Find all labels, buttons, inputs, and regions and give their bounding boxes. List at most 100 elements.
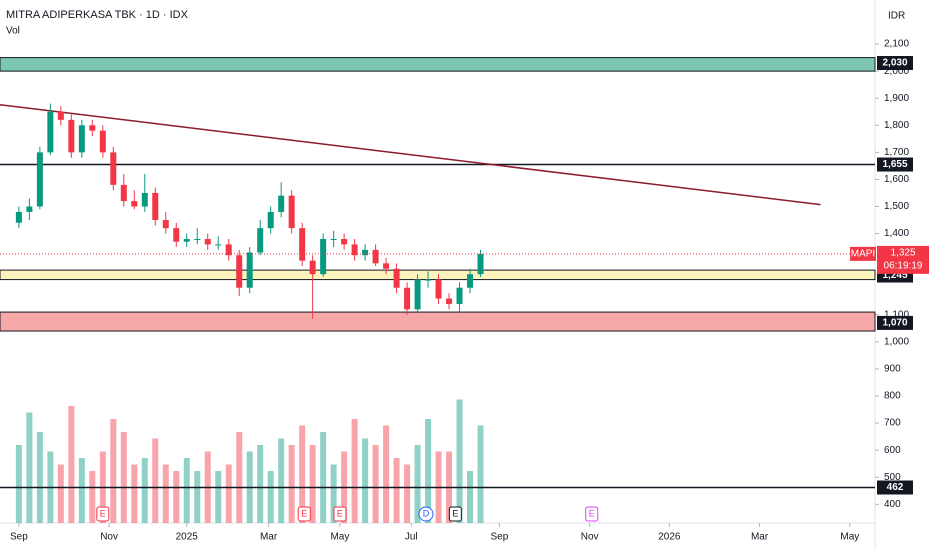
candle-body — [47, 111, 54, 153]
y-tick-label: 900 — [884, 364, 901, 375]
x-tick-label: Sep — [10, 532, 28, 543]
volume-bar — [152, 438, 159, 523]
y-tick-label: 1,500 — [884, 201, 909, 212]
y-tick-label: 1,600 — [884, 174, 909, 185]
y-tick-label: 1,700 — [884, 147, 909, 158]
volume-bar — [320, 432, 327, 523]
candle-body — [257, 228, 264, 253]
volume-bar — [414, 445, 421, 523]
volume-bar — [383, 425, 390, 523]
volume-bar — [372, 445, 379, 523]
y-tick-label: 1,900 — [884, 93, 909, 104]
zone — [0, 57, 876, 72]
candle-body — [26, 206, 33, 212]
volume-bar — [257, 445, 264, 523]
volume-label: Vol — [6, 26, 20, 37]
candle-body — [446, 298, 453, 304]
x-tick-label: 2025 — [176, 532, 199, 543]
candle-body — [173, 228, 180, 242]
volume-bar — [425, 419, 432, 523]
volume-bar — [404, 464, 411, 523]
candle-body — [141, 192, 148, 207]
volume-bar — [141, 458, 148, 523]
x-tick-label: Mar — [260, 532, 278, 543]
volume-bar — [278, 438, 285, 523]
volume-bar — [330, 464, 337, 523]
currency: IDR — [888, 11, 905, 22]
x-tick-label: Sep — [491, 532, 509, 543]
volume-bar — [173, 471, 180, 523]
volume-bar — [194, 471, 201, 523]
level-label: 1,070 — [882, 318, 907, 329]
level-label: 1,655 — [882, 159, 907, 170]
candle-body — [204, 238, 211, 245]
countdown: 06:19:19 — [884, 261, 923, 272]
candle-body — [383, 263, 390, 269]
volume-bar — [467, 471, 474, 523]
volume-bar — [236, 432, 243, 523]
level-label: 2,030 — [882, 58, 907, 69]
candle-body — [477, 253, 484, 275]
y-tick-label: 2,000 — [884, 66, 909, 77]
candle-body — [372, 249, 379, 264]
candle-body — [362, 249, 369, 256]
candle-body — [15, 211, 22, 223]
candle-body — [68, 119, 75, 153]
candle-body — [99, 130, 106, 153]
candle-body — [414, 279, 421, 310]
volume-bar — [215, 471, 222, 523]
candle-body — [225, 244, 232, 256]
level-label-bg — [877, 315, 913, 330]
volume-bar — [183, 458, 190, 523]
level-label: 462 — [887, 482, 904, 493]
event-label: D — [423, 508, 430, 518]
event-marker — [297, 506, 311, 522]
candle-body — [456, 287, 463, 304]
event-marker — [96, 506, 110, 522]
y-tick-label: 1,100 — [884, 309, 909, 320]
level-label-bg — [877, 480, 913, 495]
candle-body — [393, 268, 400, 288]
candle-body — [425, 279, 432, 281]
volume-bar — [351, 419, 358, 523]
y-tick-label: 1,800 — [884, 120, 909, 131]
x-tick-label: May — [330, 532, 349, 543]
candle-body — [320, 238, 327, 275]
candle-body — [246, 252, 253, 288]
y-tick-label: 800 — [884, 391, 901, 402]
event-label: E — [337, 508, 343, 518]
candle-body — [131, 201, 138, 207]
y-tick-label: 1,400 — [884, 228, 909, 239]
candle-body — [215, 244, 222, 246]
event-marker — [448, 506, 462, 522]
x-tick-label: Jul — [405, 532, 418, 543]
chart-title: MITRA ADIPERKASA TBK · 1D · IDX — [6, 9, 189, 21]
y-tick-label: 700 — [884, 418, 901, 429]
candle-body — [162, 220, 169, 229]
candle-body — [78, 125, 85, 153]
trendline — [0, 103, 821, 206]
volume-bar — [162, 464, 169, 523]
last-price: 1,325 — [890, 248, 915, 259]
candle-body — [194, 238, 201, 240]
candle-body — [341, 238, 348, 245]
event-marker — [333, 506, 347, 522]
level-label-bg — [877, 56, 913, 71]
volume-bar — [78, 458, 85, 523]
candle-body — [288, 195, 295, 229]
zone — [0, 311, 876, 332]
y-tick-label: 600 — [884, 445, 901, 456]
volume-bar — [267, 471, 274, 523]
x-tick-label: 2026 — [658, 532, 681, 543]
volume-bar — [393, 458, 400, 523]
event-marker — [418, 506, 434, 522]
event-label: E — [301, 508, 307, 518]
candle-body — [299, 228, 306, 261]
candle-body — [330, 238, 337, 240]
y-tick-label: 500 — [884, 472, 901, 483]
volume-bar — [120, 432, 127, 523]
x-tick-label: Nov — [581, 532, 599, 543]
symbol-bg — [850, 246, 876, 261]
volume-bar — [288, 445, 295, 523]
